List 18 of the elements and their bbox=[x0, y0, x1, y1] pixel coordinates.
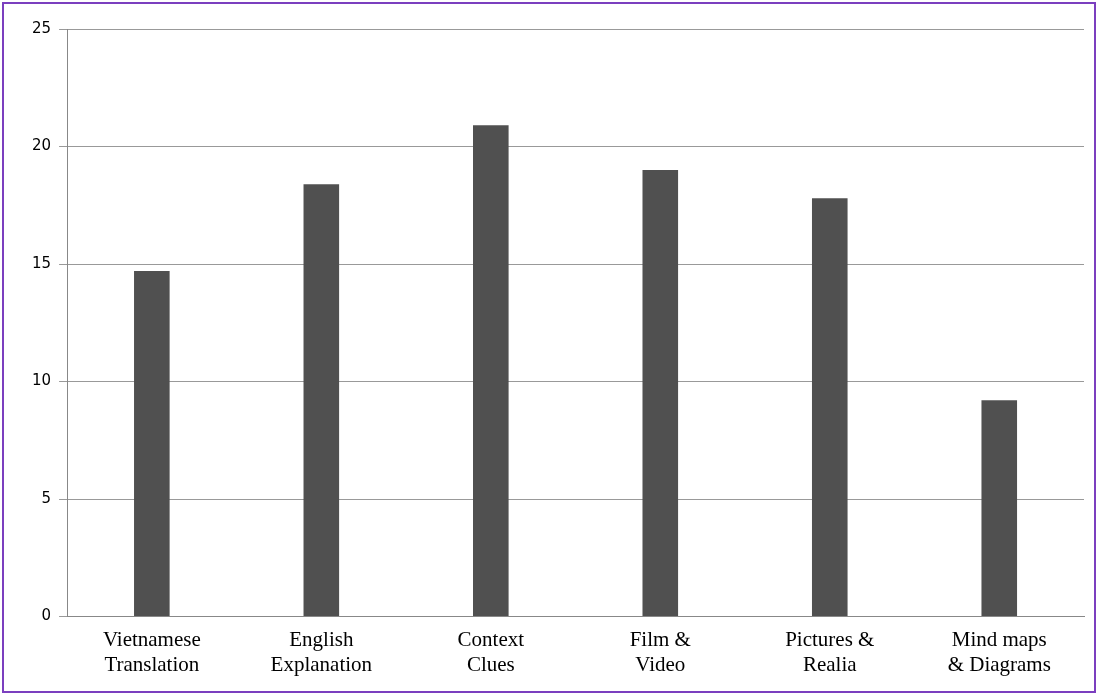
y-tick-label: 15 bbox=[31, 253, 52, 272]
bar bbox=[811, 198, 848, 617]
x-tick-label: Pictures & Realia bbox=[785, 626, 875, 676]
bar bbox=[303, 184, 340, 617]
x-tick-label: Film & Video bbox=[629, 626, 691, 676]
y-tick-label: 10 bbox=[31, 371, 52, 390]
bar bbox=[134, 271, 170, 617]
y-tick-label: 20 bbox=[31, 136, 52, 155]
y-tick-label: 25 bbox=[31, 18, 52, 37]
bar bbox=[981, 400, 1018, 617]
x-tick-label: Vietnamese Translation bbox=[102, 626, 201, 676]
x-tick-label: Context Clues bbox=[457, 626, 525, 676]
y-tick-label: 5 bbox=[41, 488, 52, 507]
x-tick-label: Mind maps & Diagrams bbox=[947, 626, 1051, 676]
y-tick-label: 0 bbox=[41, 606, 52, 625]
x-tick-label: English Explanation bbox=[270, 626, 373, 676]
bar bbox=[642, 170, 679, 617]
bar bbox=[473, 125, 509, 617]
